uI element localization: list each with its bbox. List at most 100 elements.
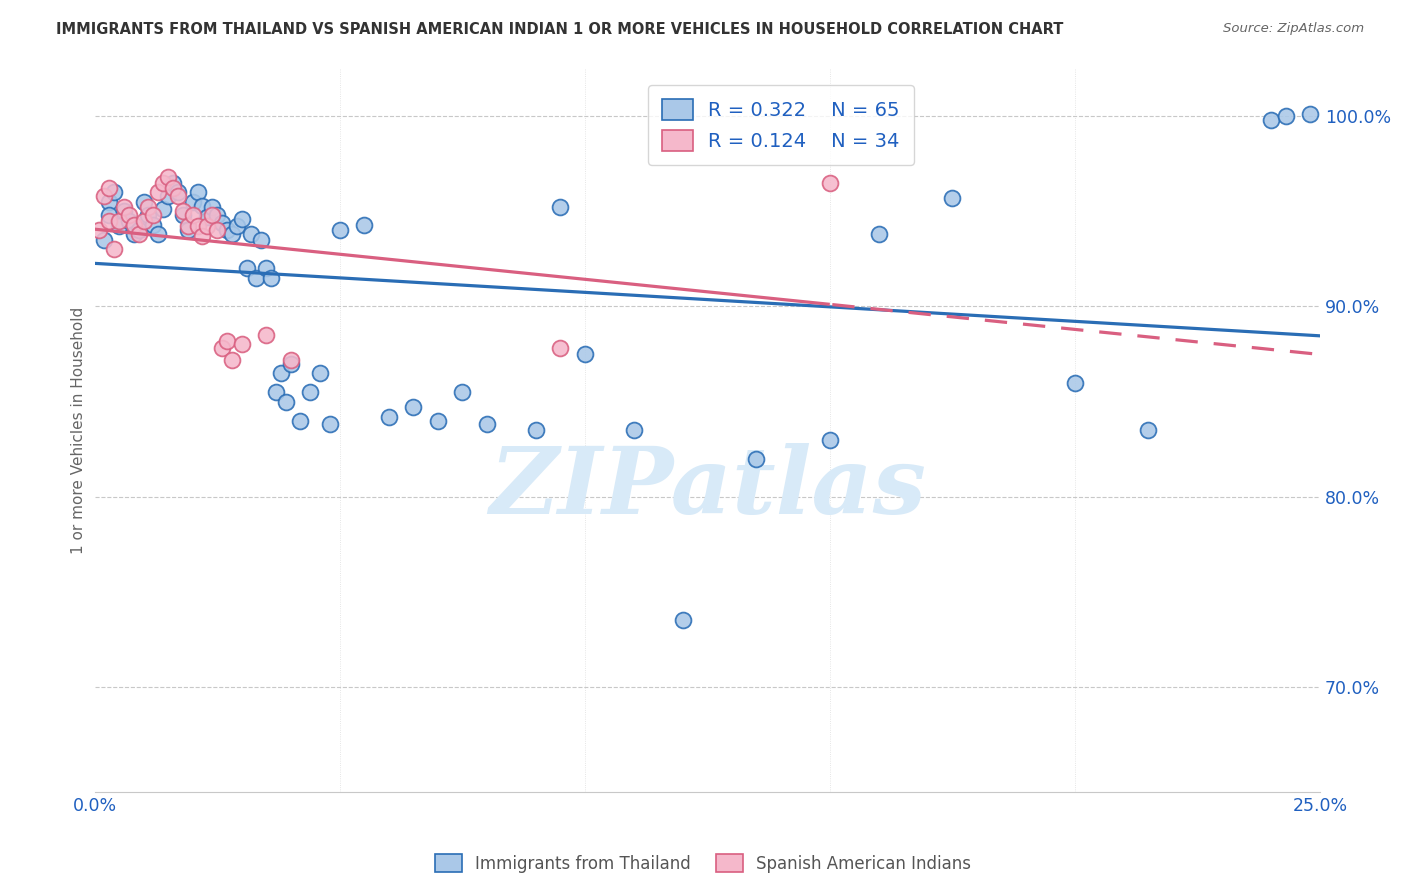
Point [231,211,253,226]
Point [299,385,322,400]
Point [745,451,768,466]
Point [1299,107,1322,121]
Point [98,213,121,227]
Point [98,208,121,222]
Point [201,208,224,222]
Point [215,223,238,237]
Point [215,334,238,348]
Point [152,176,174,190]
Point [98,194,121,209]
Point [280,352,302,367]
Point [142,208,165,222]
Point [205,208,228,222]
Point [574,347,596,361]
Point [319,417,342,432]
Point [108,213,131,227]
Point [240,227,263,241]
Point [172,204,194,219]
Point [93,189,115,203]
Point [205,223,228,237]
Point [152,202,174,217]
Point [377,409,399,424]
Point [1260,112,1282,127]
Point [245,271,267,285]
Point [941,191,963,205]
Point [1064,376,1087,390]
Point [103,243,125,257]
Point [89,223,111,237]
Point [225,219,247,234]
Point [280,357,302,371]
Point [98,181,121,195]
Point [103,185,125,199]
Point [260,271,283,285]
Point [254,328,277,343]
Point [167,189,190,203]
Point [191,229,214,244]
Point [221,227,243,241]
Point [162,176,184,190]
Point [231,337,253,351]
Point [122,218,145,232]
Point [167,185,190,199]
Point [270,366,292,380]
Text: Source: ZipAtlas.com: Source: ZipAtlas.com [1223,22,1364,36]
Point [177,219,200,234]
Point [672,614,695,628]
Point [118,213,141,227]
Point [157,169,180,184]
Text: IMMIGRANTS FROM THAILAND VS SPANISH AMERICAN INDIAN 1 OR MORE VEHICLES IN HOUSEH: IMMIGRANTS FROM THAILAND VS SPANISH AMER… [56,22,1063,37]
Point [181,194,204,209]
Y-axis label: 1 or more Vehicles in Household: 1 or more Vehicles in Household [72,307,86,554]
Point [211,216,233,230]
Point [201,201,224,215]
Point [818,176,841,190]
Point [475,417,498,432]
Point [191,198,214,212]
Legend: Immigrants from Thailand, Spanish American Indians: Immigrants from Thailand, Spanish Americ… [429,847,977,880]
Point [148,185,170,199]
Point [148,227,170,241]
Point [112,204,135,219]
Point [108,219,131,234]
Point [195,219,218,234]
Point [548,201,571,215]
Point [402,401,425,415]
Point [290,414,312,428]
Point [235,261,257,276]
Point [138,208,160,222]
Point [623,423,645,437]
Point [524,423,547,437]
Point [162,181,184,195]
Point [274,394,297,409]
Point [138,201,160,215]
Text: ZIPatlas: ZIPatlas [489,443,925,533]
Point [1137,423,1160,437]
Point [211,341,233,355]
Point [118,208,141,222]
Point [132,213,155,227]
Point [426,414,449,428]
Point [818,433,841,447]
Point [177,223,200,237]
Point [172,208,194,222]
Point [122,227,145,241]
Point [186,219,208,234]
Point [181,208,204,222]
Point [548,341,571,355]
Point [186,185,208,199]
Point [309,366,332,380]
Point [93,233,115,247]
Point [112,201,135,215]
Point [1274,109,1296,123]
Point [868,227,890,241]
Point [221,352,243,367]
Point [250,233,273,247]
Point [254,261,277,276]
Point [157,189,180,203]
Point [195,210,218,224]
Legend: R = 0.322    N = 65, R = 0.124    N = 34: R = 0.322 N = 65, R = 0.124 N = 34 [648,86,914,165]
Point [128,223,150,237]
Point [451,385,474,400]
Point [353,218,375,232]
